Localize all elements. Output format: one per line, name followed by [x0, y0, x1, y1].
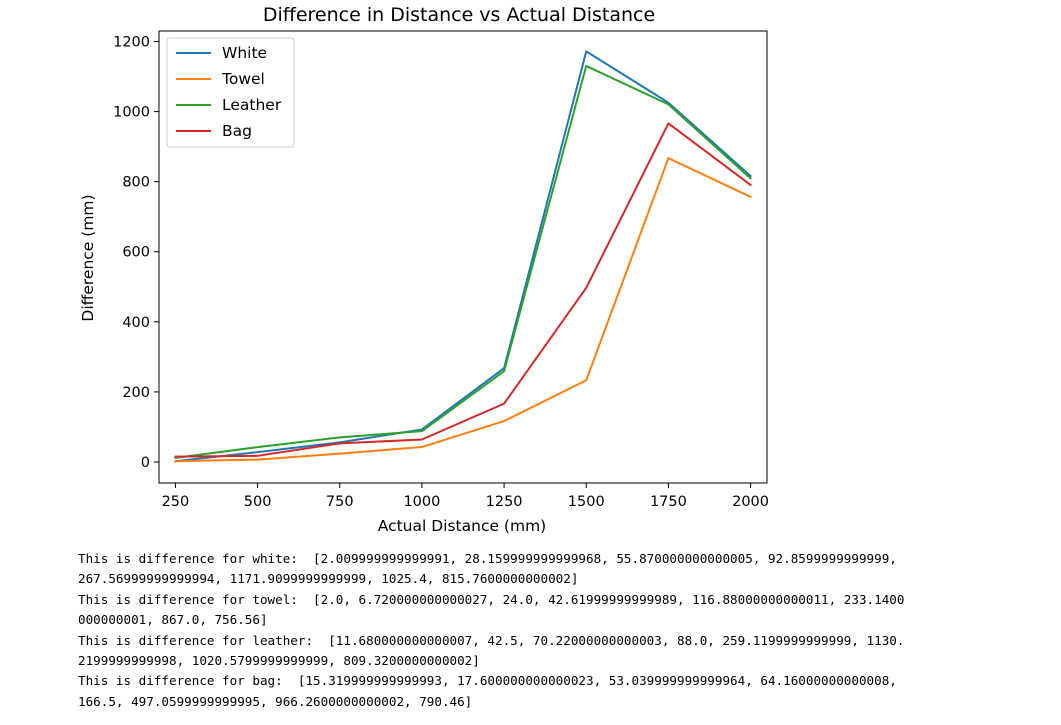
y-axis-label: Difference (mm): [79, 194, 97, 321]
x-axis-label: Actual Distance (mm): [378, 517, 546, 535]
plot-frame: [158, 30, 768, 484]
legend-label-leather: Leather: [222, 96, 282, 114]
output-line: 2199999999998, 1020.5799999999999, 809.3…: [78, 652, 480, 668]
legend-label-bag: Bag: [222, 122, 252, 140]
output-line: This is difference for bag: [15.31999999…: [78, 673, 897, 689]
x-tick-label: 250: [162, 494, 190, 510]
x-tick-label: 1750: [650, 494, 687, 510]
x-tick-label: 1250: [486, 494, 523, 510]
plot-area: [158, 30, 768, 484]
series-line-white: [174, 50, 752, 463]
series-line-bag: [174, 122, 752, 458]
x-tick-label: 1000: [403, 494, 440, 510]
y-tick-label: 1000: [113, 105, 150, 121]
y-tick-label: 1200: [113, 35, 150, 51]
series-layer: [174, 50, 752, 463]
y-tick-label: 0: [141, 455, 150, 471]
output-line: This is difference for white: [2.0099999…: [78, 551, 897, 566]
y-axis-ticks: 0 200 400 600 800 1000 1200: [113, 35, 159, 471]
output-line: 267.56999999999994, 1171.9099999999999, …: [78, 571, 579, 587]
chart-title: Difference in Distance vs Actual Distanc…: [263, 4, 655, 26]
y-tick-label: 600: [122, 245, 150, 261]
x-axis-ticks: 250 500 750 1000 1250 1500 1750 2000: [162, 483, 769, 510]
x-tick-label: 1500: [568, 494, 605, 510]
x-tick-label: 500: [244, 494, 272, 510]
output-line: This is difference for towel: [2.0, 6.72…: [78, 591, 905, 607]
legend: White Towel Leather Bag: [166, 37, 295, 148]
y-tick-label: 200: [122, 385, 150, 401]
legend-label-white: White: [222, 44, 267, 62]
series-line-leather: [174, 64, 752, 460]
output-line: 166.5, 497.0599999999995, 966.2600000000…: [78, 693, 473, 709]
y-tick-label: 800: [122, 175, 150, 191]
x-tick-label: 2000: [732, 494, 769, 510]
console-output: This is difference for white: [2.0099999…: [78, 549, 1053, 712]
output-line: 000000001, 867.0, 756.56]: [78, 612, 268, 628]
y-tick-label: 400: [122, 315, 150, 331]
x-tick-label: 750: [326, 494, 354, 510]
series-line-towel: [174, 157, 752, 463]
output-line: This is difference for leather: [11.6800…: [78, 632, 905, 648]
legend-label-towel: Towel: [221, 70, 265, 88]
chart: Difference in Distance vs Actual Distanc…: [79, 4, 769, 535]
legend-box: [166, 37, 295, 148]
